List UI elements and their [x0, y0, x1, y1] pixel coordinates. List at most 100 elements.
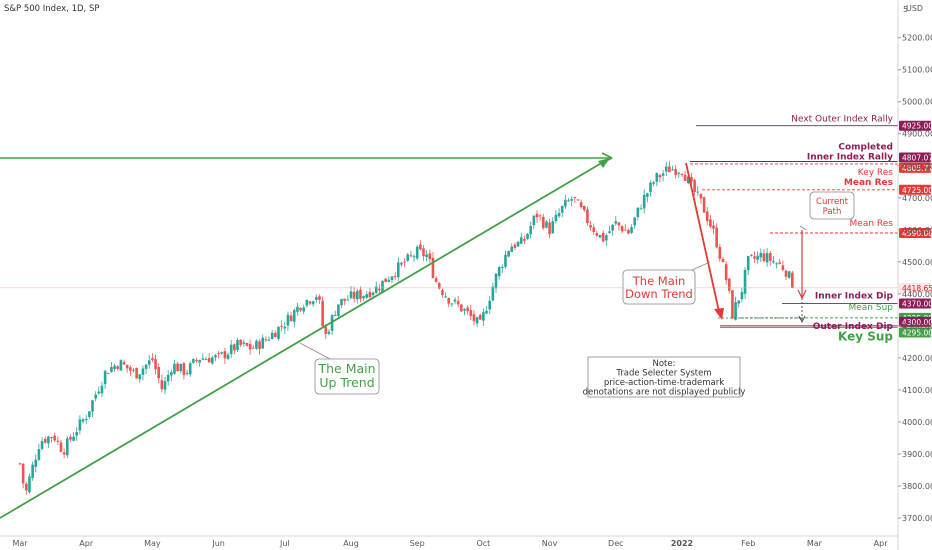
x-tick-label: Apr [874, 539, 889, 548]
y-tick-label: 4800.00 [902, 162, 932, 171]
candle-body [784, 270, 788, 277]
x-tick-label: Apr [79, 539, 94, 548]
candle-body [258, 341, 261, 349]
candle-body [125, 364, 129, 369]
level-label: Mean Res [850, 219, 894, 229]
y-tick-label: 5100.00 [902, 66, 932, 75]
candle-body [633, 217, 637, 226]
level-label: Outer Index Dip [813, 322, 894, 332]
candle-body [327, 331, 331, 334]
x-tick-label: 2022 [671, 539, 693, 548]
candle-body [611, 224, 614, 231]
candle-body [270, 332, 274, 340]
candle-body [47, 436, 50, 444]
current-path-label: Current Path [816, 197, 849, 217]
candle-body [248, 343, 252, 350]
candle-body [333, 315, 337, 317]
candle-body [255, 340, 258, 349]
candle-body [444, 296, 447, 298]
candle-body [403, 261, 406, 263]
level-label: Key Sup [838, 329, 893, 343]
level-label: Mean Res [844, 178, 893, 188]
candle-body [390, 276, 394, 280]
candle-body [207, 358, 211, 363]
main-up-trend-line [0, 157, 611, 519]
level-price-box [899, 152, 931, 163]
candle-body [217, 353, 220, 355]
candle-body [762, 253, 766, 262]
candle-body [233, 344, 236, 351]
candle-body [318, 296, 321, 300]
candle-body [494, 273, 498, 289]
candle-body [529, 226, 532, 235]
completed-label-line2: Inner Index Rally [807, 152, 893, 162]
y-tick-label: 4000.00 [902, 418, 932, 427]
candle-body [545, 221, 548, 228]
candle-body [466, 307, 469, 312]
level-label: Mean Sup [848, 303, 893, 313]
down-trend-arrowhead [714, 308, 724, 320]
candle-body [630, 227, 633, 233]
candle-body [81, 419, 85, 422]
candle-body [283, 326, 287, 329]
candle-body [532, 215, 536, 226]
candle-body [702, 197, 706, 213]
candle-body [296, 306, 299, 312]
candle-body [110, 367, 113, 372]
candle-body [223, 351, 227, 359]
candle-body [573, 197, 577, 199]
x-tick-label: May [144, 539, 161, 548]
candle-body [103, 370, 107, 385]
candle-body [652, 182, 655, 184]
candle-body [693, 179, 696, 193]
candle-body [598, 234, 602, 238]
candle-body [772, 261, 775, 263]
candle-body [251, 347, 255, 349]
y-tick-label: 5000.00 [902, 98, 932, 107]
candle-body [396, 262, 400, 278]
candle-body [400, 262, 403, 265]
candle-body [721, 258, 725, 262]
candle-body [469, 310, 473, 316]
candle-body [636, 207, 640, 218]
candle-body [507, 251, 510, 257]
candle-body [787, 271, 791, 278]
candle-body [608, 231, 611, 233]
candle-body [753, 256, 756, 259]
candle-body [727, 278, 731, 291]
y-tick-label: 4200.00 [902, 354, 932, 363]
level-price-label: 4925.00 [902, 122, 932, 131]
candle-body [460, 304, 463, 312]
candle-body [743, 269, 747, 294]
candle-body [141, 368, 145, 375]
candle-body [176, 363, 179, 372]
y-tick-label: 3900.00 [902, 450, 932, 459]
candle-body [434, 278, 438, 282]
candle-body [664, 166, 668, 172]
candle-body [119, 360, 123, 371]
current-path-dotted-arrowhead [798, 315, 806, 324]
level-price-label: 4295.00 [902, 328, 932, 337]
x-tick-label: Mar [807, 539, 823, 548]
candle-body [346, 299, 350, 301]
y-tick-label: 3700.00 [902, 514, 932, 523]
candle-body [352, 291, 356, 299]
candle-body [324, 326, 328, 334]
candle-body [62, 452, 66, 455]
candle-body [166, 374, 170, 382]
candle-body [441, 290, 444, 296]
candle-body [541, 216, 545, 228]
candle-body [661, 173, 665, 176]
candle-body [356, 291, 359, 300]
level-price-box [899, 184, 931, 195]
candle-body [292, 310, 296, 322]
x-tick-label: Oct [476, 539, 490, 548]
candle-body [198, 359, 201, 363]
overlays: The Main Up Trend The Main Down Trend Curren… [0, 152, 855, 519]
y-tick-label: 4100.00 [902, 386, 932, 395]
candle-body [422, 248, 425, 257]
candle-body [605, 235, 608, 241]
note-text: Note: Trade Selecter System price-action-t… [583, 359, 746, 398]
candle-body [157, 366, 161, 379]
